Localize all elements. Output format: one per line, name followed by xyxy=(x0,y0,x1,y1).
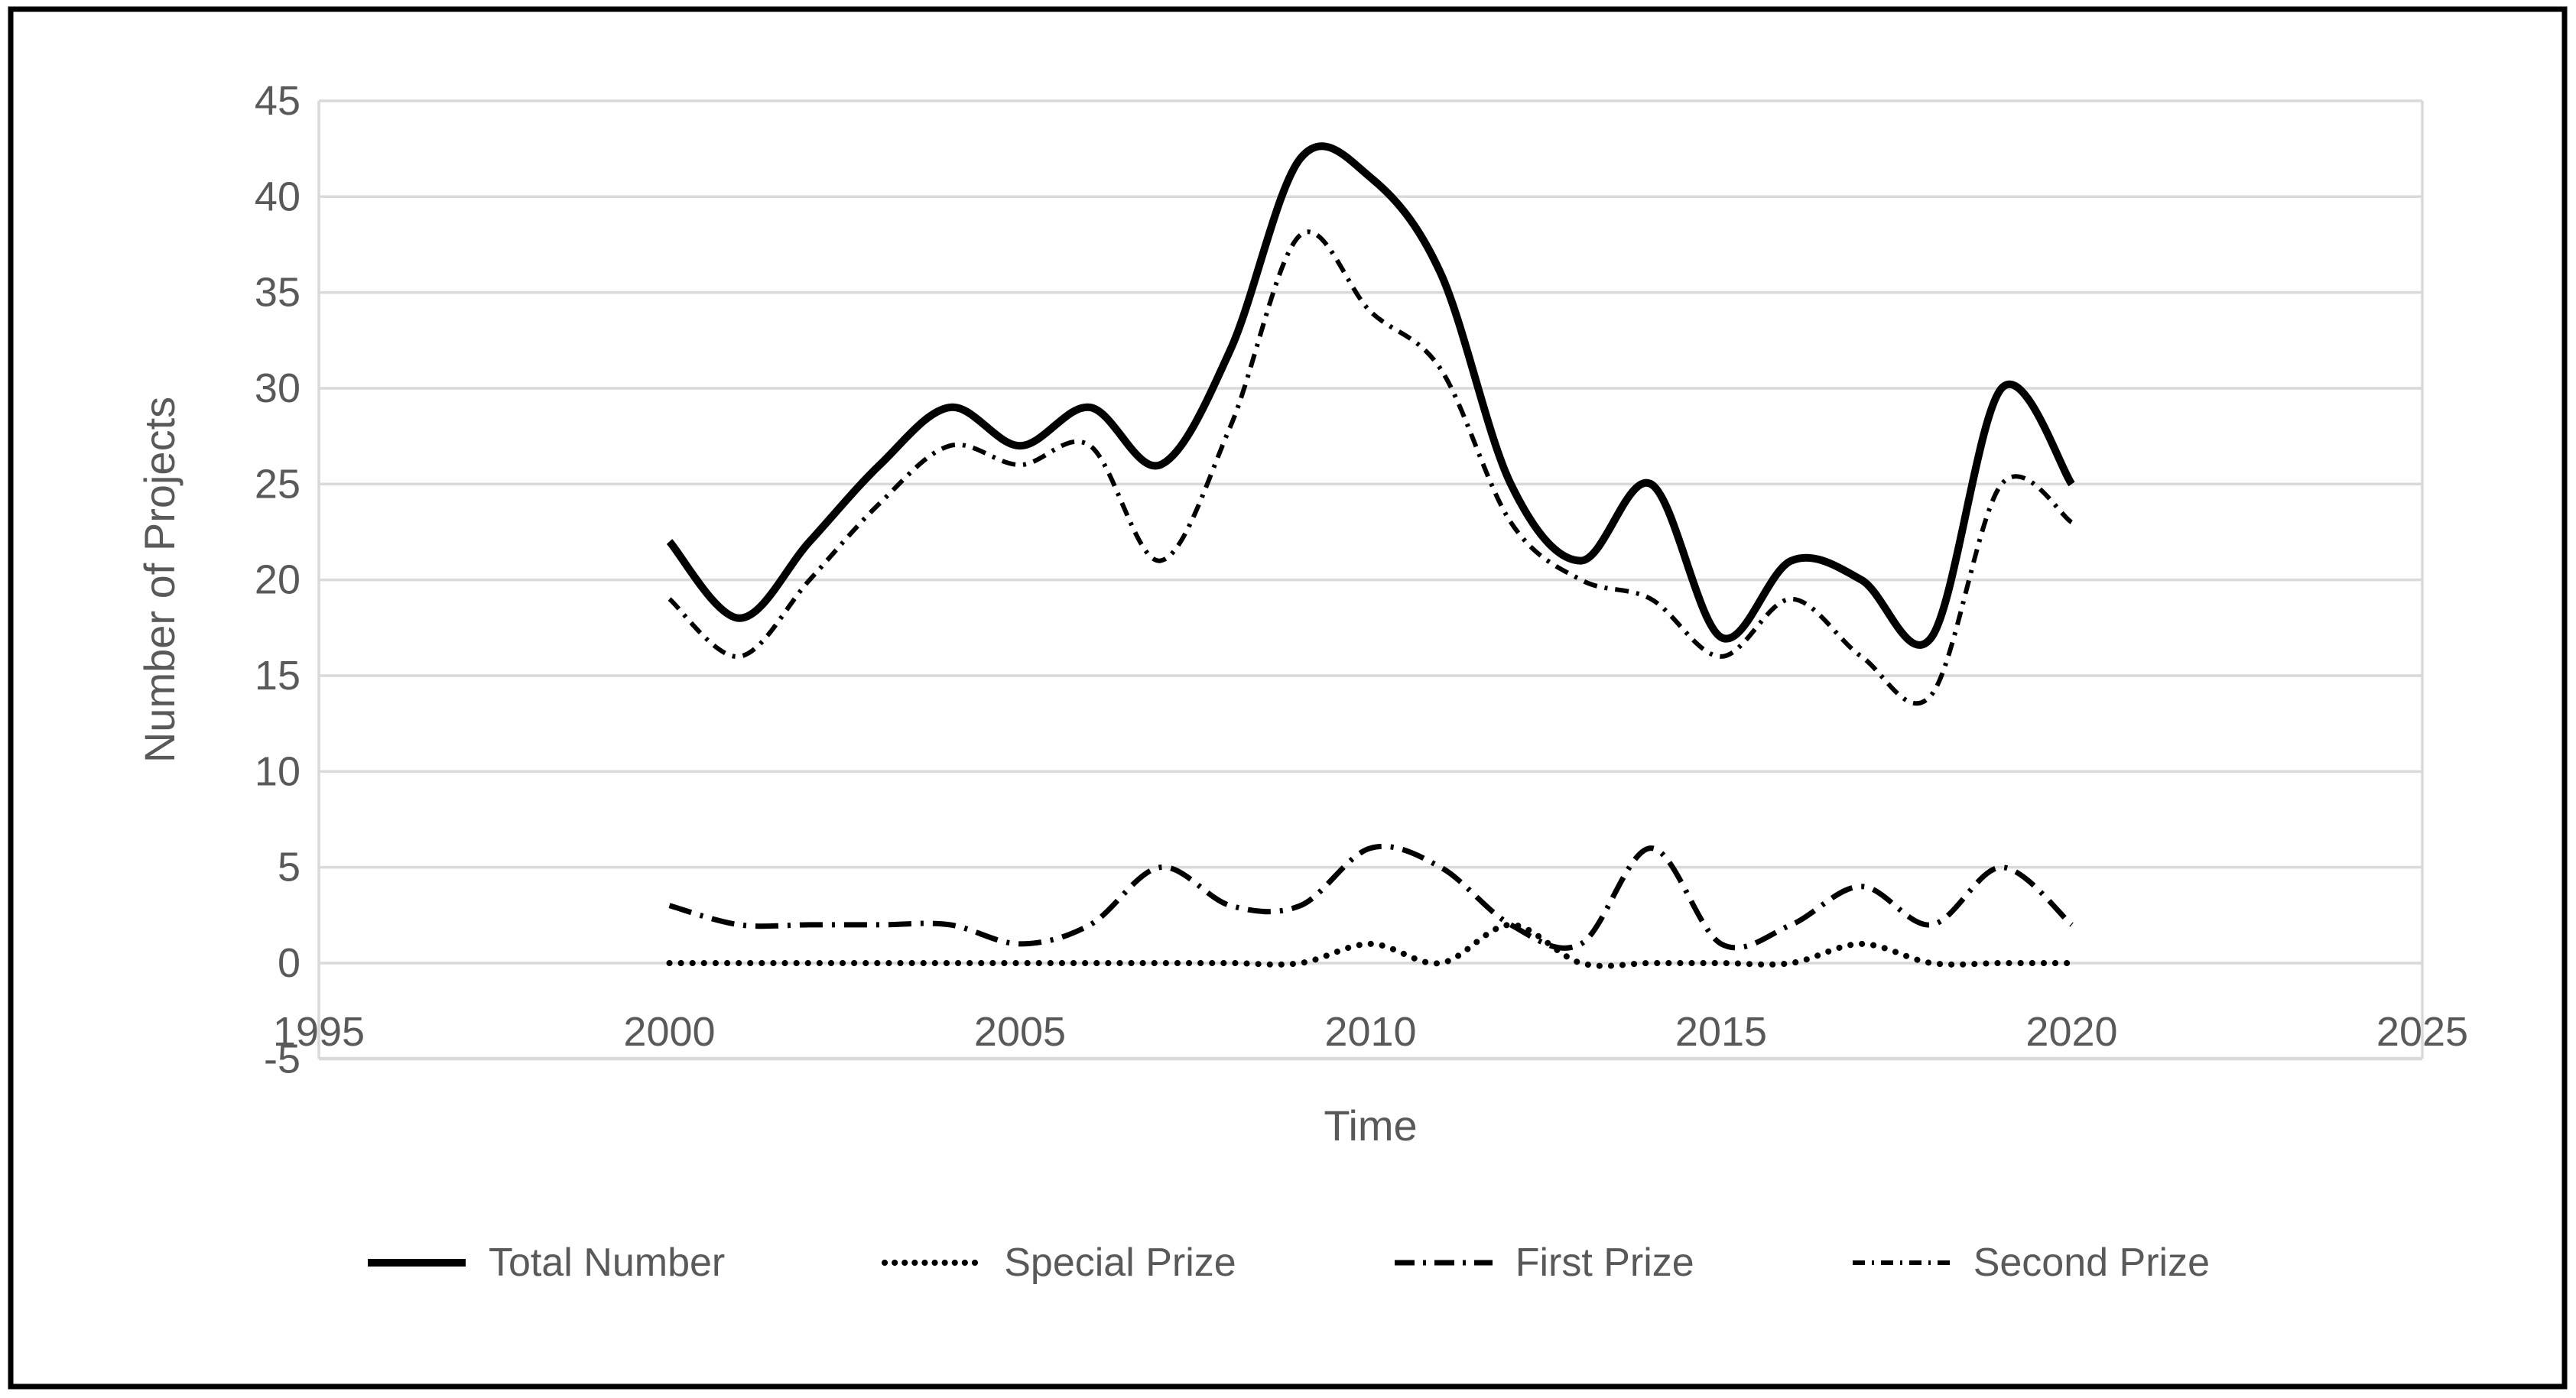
series-line-second-prize xyxy=(668,229,2074,706)
series-line-total-number xyxy=(666,142,2075,649)
legend-label: First Prize xyxy=(1515,1241,1694,1285)
legend-line-dashdot-icon xyxy=(1394,1260,1493,1266)
legend-item-first-prize: First Prize xyxy=(1393,1240,1694,1286)
chart-legend: Total Number Special Prize First Prize S… xyxy=(0,1240,2576,1286)
figure-border xyxy=(8,6,2568,1390)
legend-line-dashdotdot-icon xyxy=(1852,1260,1951,1265)
legend-label: Special Prize xyxy=(1004,1241,1236,1285)
y-axis-title: Number of Projects xyxy=(135,397,184,763)
legend-item-special-prize: Special Prize xyxy=(882,1240,1236,1286)
series-line-special-prize xyxy=(666,921,2075,969)
x-axis-tick-label: 2020 xyxy=(2025,1009,2117,1055)
x-axis-tick-label: 1995 xyxy=(273,1009,365,1055)
y-axis-tick-label: 45 xyxy=(255,78,300,124)
x-axis-tick-label: 2010 xyxy=(1324,1009,1416,1055)
series-line-first-prize xyxy=(668,843,2074,951)
y-axis-tick-label: 35 xyxy=(255,270,300,316)
y-axis-tick-label: 5 xyxy=(278,845,300,890)
legend-label: Second Prize xyxy=(1973,1241,2210,1285)
y-axis-tick-label: 10 xyxy=(255,748,300,794)
legend-item-total-number: Total Number xyxy=(366,1240,725,1286)
y-axis-tick-label: 40 xyxy=(255,174,300,219)
y-axis-tick-label: 25 xyxy=(255,461,300,507)
y-axis-tick-label: 20 xyxy=(255,557,300,603)
x-axis-title: Time xyxy=(1324,1101,1417,1150)
x-axis-tick-label: 2025 xyxy=(2376,1009,2468,1055)
x-axis-tick-label: 2000 xyxy=(623,1009,715,1055)
y-axis-tick-label: 30 xyxy=(255,365,300,411)
x-axis-tick-label: 2005 xyxy=(974,1009,1066,1055)
legend-line-solid-icon xyxy=(368,1259,466,1267)
legend-label: Total Number xyxy=(489,1241,726,1285)
y-axis-tick-label: 0 xyxy=(278,940,300,986)
legend-item-second-prize: Second Prize xyxy=(1851,1240,2210,1286)
x-axis-tick-label: 2015 xyxy=(1675,1009,1767,1055)
y-axis-tick-label: -5 xyxy=(264,1036,300,1082)
y-axis-tick-label: 15 xyxy=(255,653,300,699)
legend-line-dotted-icon xyxy=(882,1260,983,1266)
